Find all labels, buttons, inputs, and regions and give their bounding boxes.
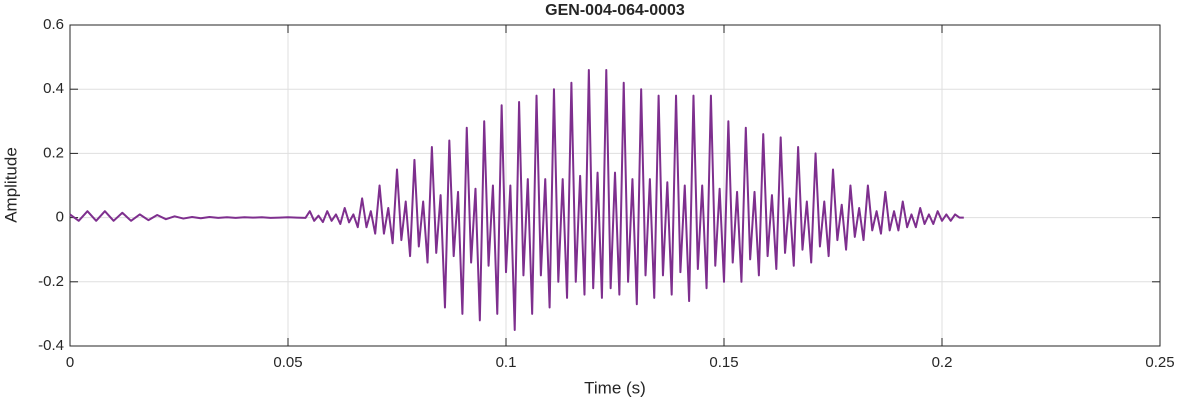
y-tick-label: 0.6 xyxy=(43,16,64,33)
x-tick-label: 0.2 xyxy=(932,354,953,371)
x-tick-label: 0.05 xyxy=(273,354,302,371)
x-tick-label: 0 xyxy=(66,354,74,371)
x-axis-label: Time (s) xyxy=(584,378,646,397)
axes-box xyxy=(69,24,1161,347)
y-tick-label: 0.4 xyxy=(43,80,64,97)
y-tick-label: 0.2 xyxy=(43,144,64,161)
y-tick-label: -0.2 xyxy=(38,273,64,290)
y-axis-label: Amplitude xyxy=(1,147,20,223)
y-tick-label: 0 xyxy=(56,209,64,226)
chart-title: GEN-004-064-0003 xyxy=(545,2,685,19)
x-tick-label: 0.1 xyxy=(496,354,517,371)
x-tick-label: 0.15 xyxy=(709,354,738,371)
x-tick-label: 0.25 xyxy=(1145,354,1174,371)
waveform-line xyxy=(69,68,964,331)
y-tick-label: -0.4 xyxy=(38,337,64,354)
